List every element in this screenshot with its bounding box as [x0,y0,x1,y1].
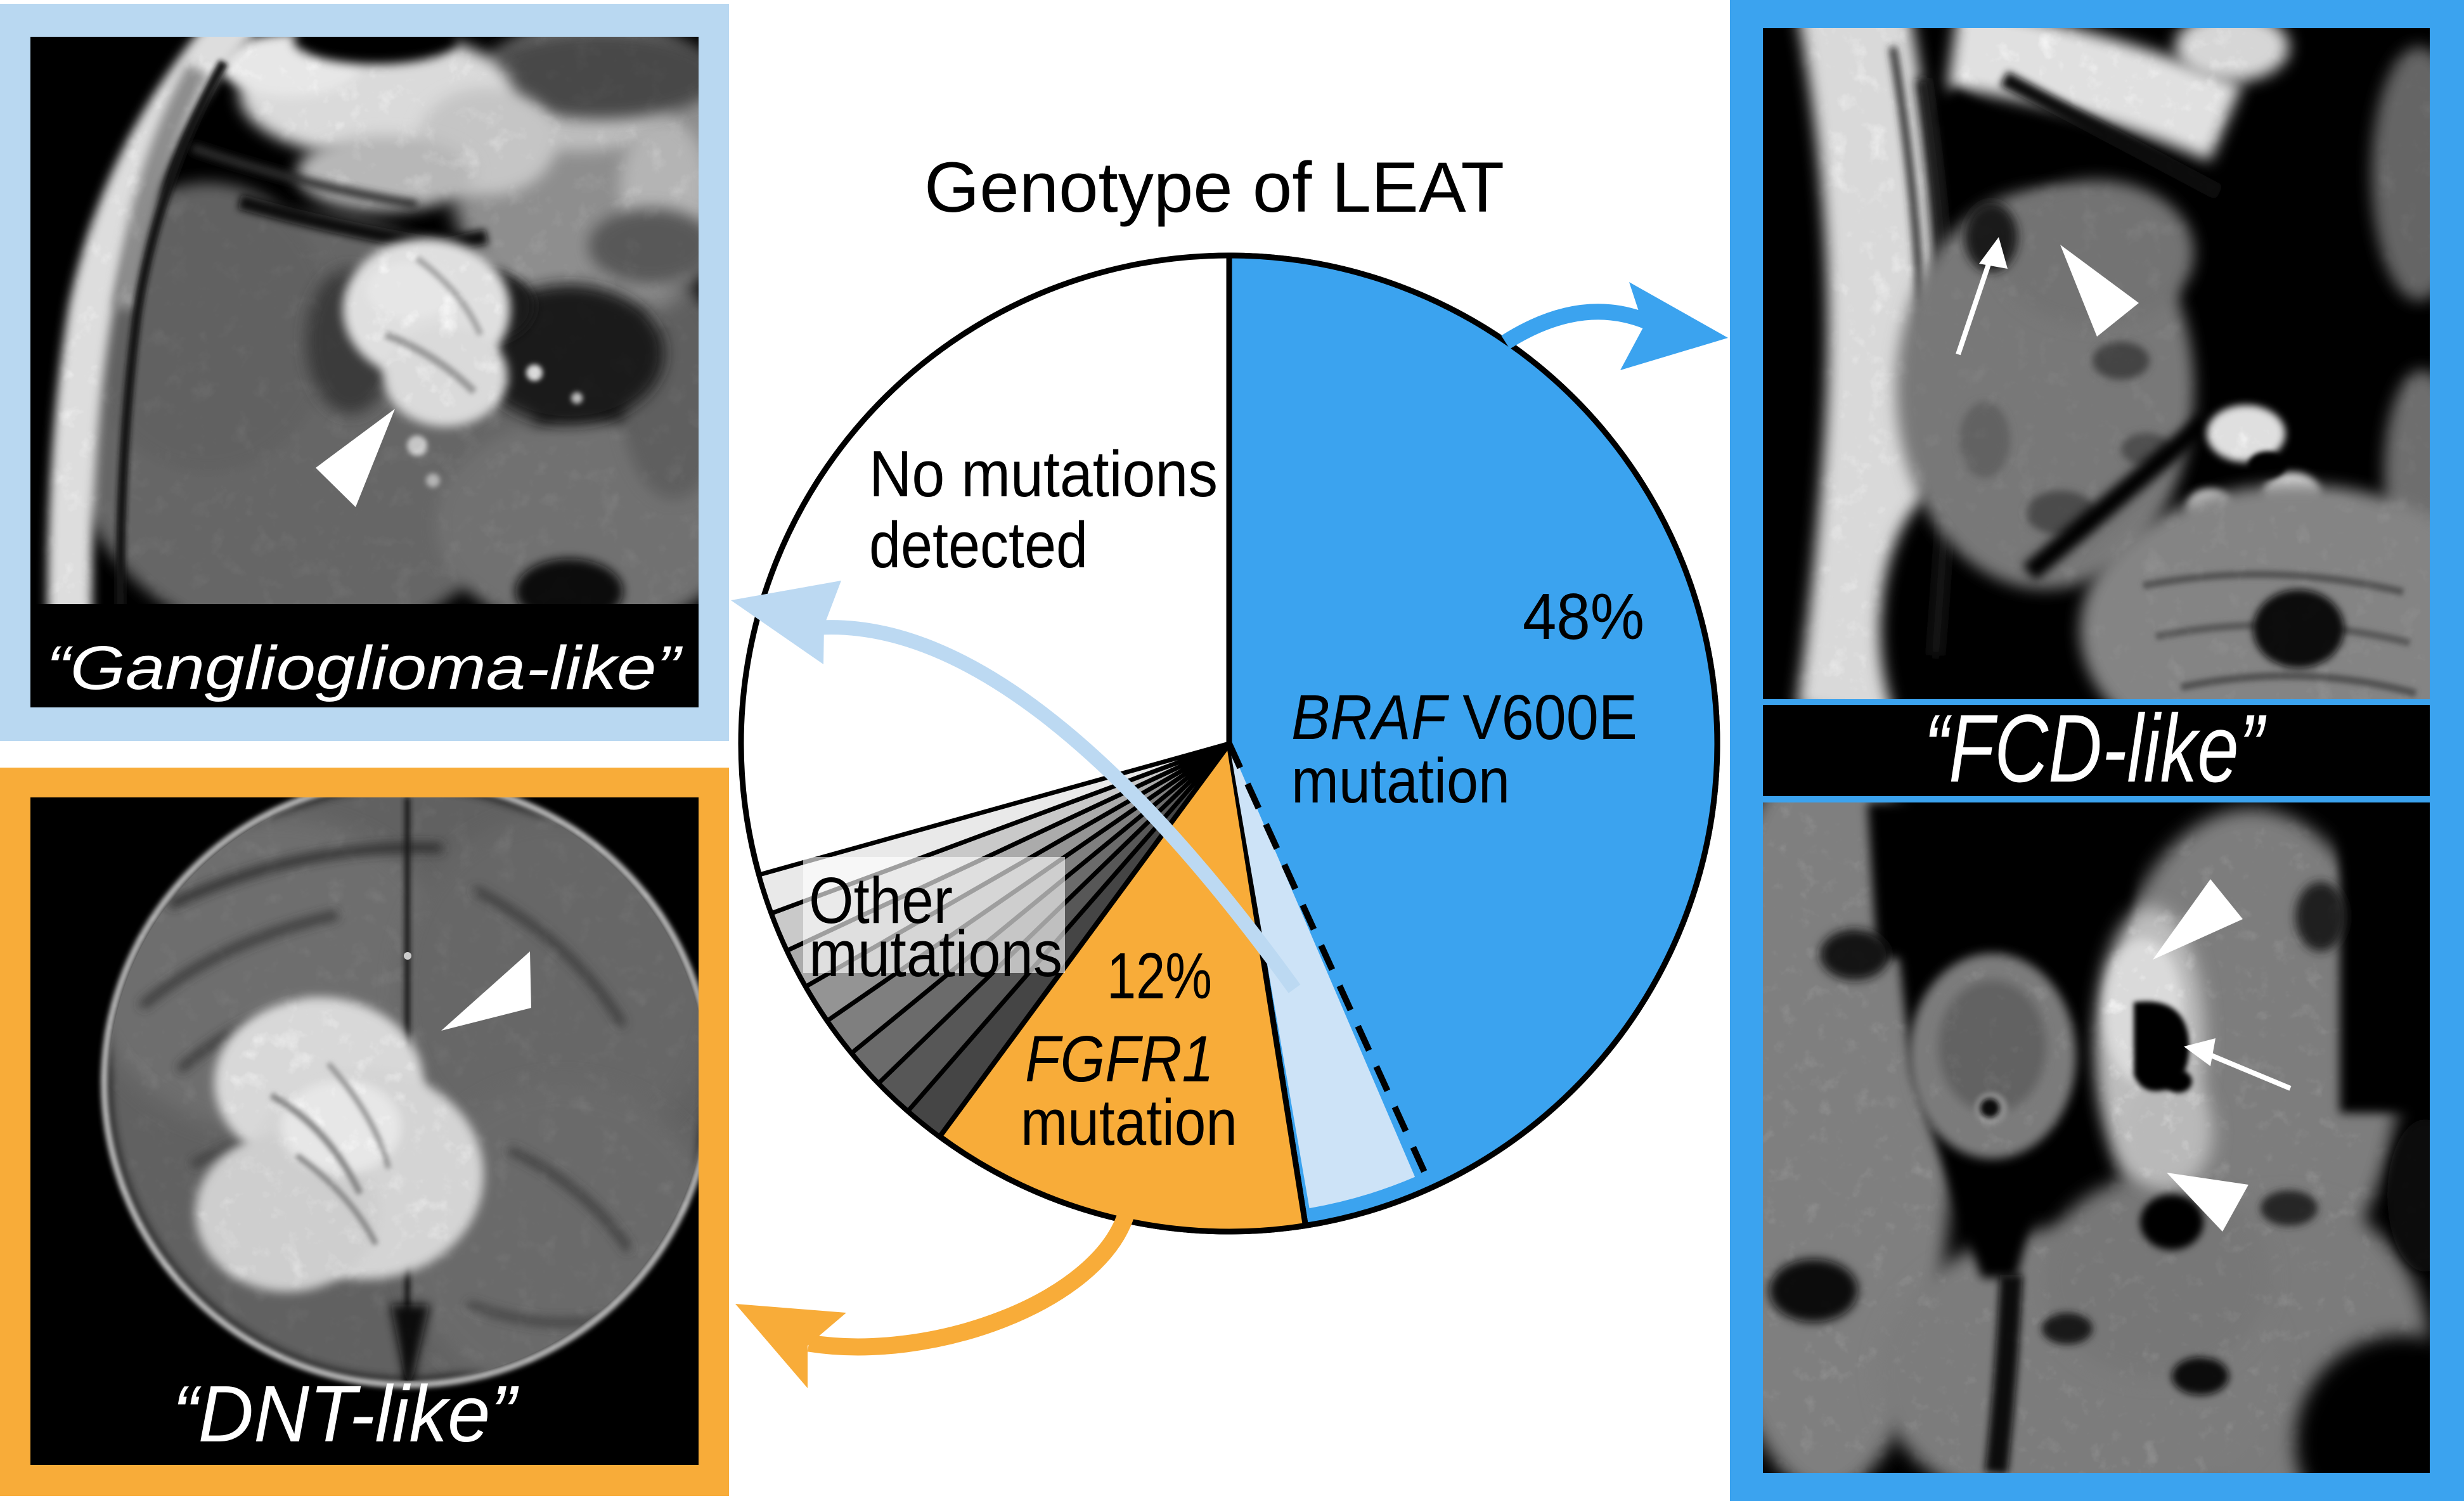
svg-text:No mutations: No mutations [869,437,1218,510]
svg-text:48%: 48% [1523,580,1644,653]
svg-text:mutation: mutation [1291,745,1510,816]
svg-text:FGFR1: FGFR1 [1025,1022,1214,1095]
svg-text:BRAF V600E: BRAF V600E [1291,682,1637,753]
svg-text:mutations: mutations [809,917,1062,990]
svg-text:“FCD-like”: “FCD-like” [1924,705,2267,796]
svg-text:Other: Other [809,864,953,937]
svg-text:mutation: mutation [1021,1086,1237,1159]
svg-text:“Ganglioglioma-like”: “Ganglioglioma-like” [46,633,683,702]
svg-text:12%: 12% [1107,939,1212,1012]
svg-text:detected: detected [869,508,1088,581]
svg-text:“DNT-like”: “DNT-like” [172,1369,519,1459]
svg-text:Genotype of LEAT: Genotype of LEAT [924,148,1504,227]
